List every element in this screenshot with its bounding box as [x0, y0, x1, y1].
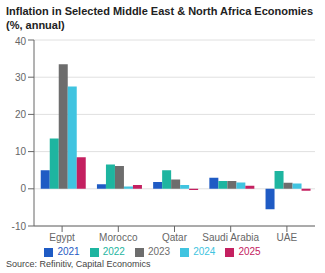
html-text:Source: Refinitiv, Capital Eco: Source: Refinitiv, Capital Economics — [6, 259, 151, 269]
svg-text:Saudi Arabia: Saudi Arabia — [202, 232, 259, 243]
html-text:2023: 2023 — [147, 246, 171, 257]
svg-text:Egypt: Egypt — [49, 232, 75, 243]
svg-text:Morocco: Morocco — [99, 232, 138, 243]
svg-text:30: 30 — [15, 72, 27, 83]
html-text:2021: 2021 — [57, 246, 80, 257]
svg-text:20: 20 — [15, 109, 27, 120]
svg-text:Qatar: Qatar — [162, 232, 188, 243]
svg-text:-10: -10 — [12, 221, 27, 232]
html-text:2022: 2022 — [102, 246, 125, 257]
svg-text:UAE: UAE — [277, 232, 298, 243]
html-text:Inflation in Selected Middle E: Inflation in Selected Middle East & Nort… — [6, 5, 313, 31]
svg-text:0: 0 — [20, 183, 26, 194]
svg-text:40: 40 — [15, 36, 27, 47]
svg-text:10: 10 — [15, 146, 27, 157]
html-text:2024: 2024 — [193, 246, 216, 257]
html-text:2025: 2025 — [238, 246, 261, 257]
